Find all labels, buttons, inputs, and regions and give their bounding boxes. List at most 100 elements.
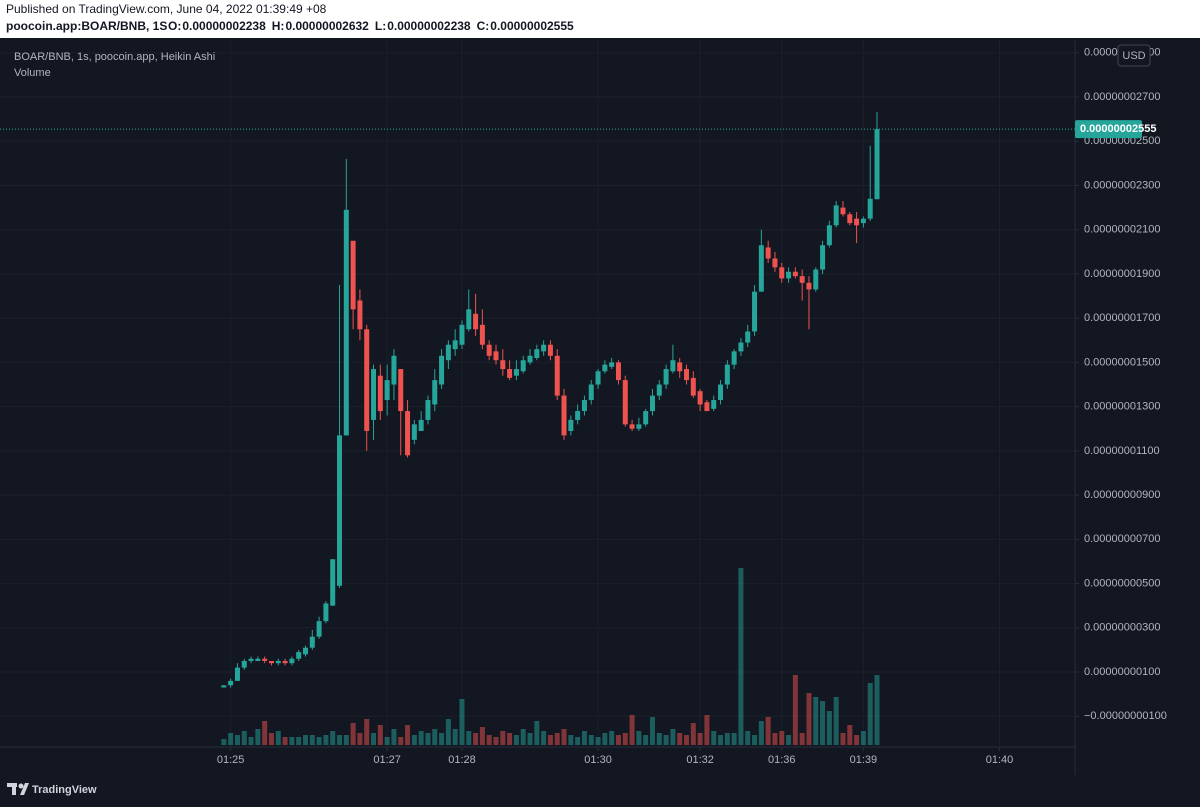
candle-body [615,362,621,381]
x-tick-label: 01:25 [217,754,245,766]
candle-body [268,660,274,664]
volume-bar [330,731,336,745]
volume-bar [690,723,696,745]
volume-bar [779,731,785,745]
volume-bar [541,731,547,745]
candle-body [779,267,785,279]
candle-body [262,658,268,661]
candle-body [670,360,676,372]
volume-bar [309,735,315,745]
candle-body [520,360,526,372]
candle-body [309,636,315,648]
candle-body [609,362,615,367]
candle-body [731,351,737,365]
candle-body [452,340,458,350]
y-tick-label: 0.00000000300 [1084,622,1160,634]
volume-bar [677,733,683,745]
volume-bar [520,729,526,745]
volume-bar [316,737,322,745]
volume-bar [575,737,581,745]
grid [0,40,1075,747]
candle-body [799,276,805,283]
x-tick-label: 01:28 [448,754,476,766]
volume-bar [459,699,465,745]
candle-body [758,245,764,292]
volume-bar [860,731,866,745]
candle-body [228,680,234,686]
candle-body [711,400,717,409]
volume-bar [241,731,247,745]
published-text: Published on TradingView.com, June 04, 2… [6,2,327,16]
chart-bg [0,38,1200,807]
volume-bar [792,675,798,745]
candle-body [377,375,383,412]
ohlc-value: 0.00000002632 [285,19,369,33]
candle-body [854,218,860,226]
volume-bar [786,735,792,745]
brand: TradingView [32,784,97,796]
candle-body [405,411,411,456]
logo-part [18,783,24,789]
ohlc-value: 0.00000002555 [490,19,574,33]
symbol-text: poocoin.app:BOAR/BNB, 1S [6,19,167,33]
volume-bar [466,731,472,745]
candle-body [221,685,227,688]
volume-bar [663,735,669,745]
logo-part [12,783,16,795]
volume-bar [432,729,438,745]
y-tick-label: 0.00000000500 [1084,577,1160,589]
volume-bar [384,737,390,745]
volume-bar [296,737,302,745]
candle-body [745,331,751,343]
x-tick-label: 01:40 [986,754,1014,766]
volume-bar [840,733,846,745]
volume-bar [513,735,519,745]
candle-body [595,371,601,385]
candle-body [561,395,567,436]
candle-body [874,129,880,200]
candle-body [724,364,730,385]
volume-bar [813,697,819,745]
volume-bar [820,701,826,745]
candle-body [459,324,465,345]
candle-body [568,419,574,431]
volume-bar [405,725,411,745]
volume-bar [765,717,771,745]
volume-bar [738,568,744,745]
volume-bar [697,733,703,745]
candle-body [792,271,798,277]
volume-bar [337,735,343,745]
candle-body [813,269,819,290]
candle-body [636,424,642,429]
currency[interactable]: USD [1122,50,1145,62]
candle-body [493,351,499,361]
candle-body [677,362,683,372]
candle-body [738,342,744,352]
candle-body [439,355,445,385]
candle-body [704,402,710,412]
volume-bar [350,723,356,745]
volume-bar [289,737,295,745]
volume-bar [826,711,832,745]
candle-body [718,384,724,401]
candle-body [826,225,832,246]
volume-bar [343,735,349,745]
volume-bar [418,731,424,745]
volume-bar [847,725,853,745]
candle-body [649,395,655,412]
volume-bar [649,717,655,745]
candle-body [622,380,628,425]
candle-body [690,377,696,396]
candle-body [588,384,594,401]
plot [0,112,1075,745]
volume-bar [507,733,513,745]
candle-body [418,419,424,431]
volume-bar [745,731,751,745]
candle-body [513,369,519,376]
currency-box[interactable] [1117,44,1151,67]
last-price-box [1075,120,1142,139]
volume-bar [656,733,662,745]
candle-body [323,603,329,622]
volume-bar [833,697,839,745]
volume-bar [643,735,649,745]
